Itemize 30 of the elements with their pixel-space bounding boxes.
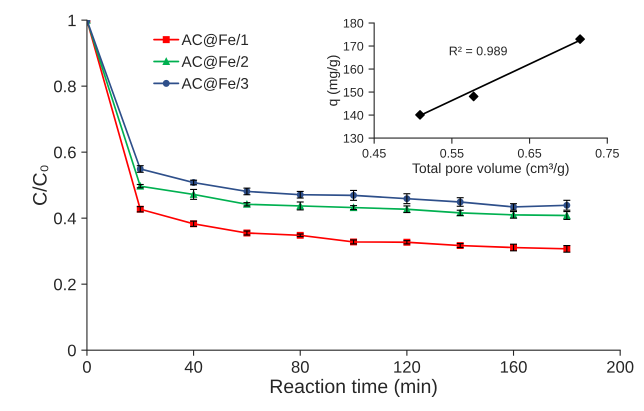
x-tick-label: 80 [292,361,309,373]
x-tick-label: 0.65 [518,148,542,158]
y-tick-label: 1 [68,14,76,26]
y-axis-title: q (mg/g) [327,56,340,106]
annotation: R² = 0.989 [450,46,507,56]
legend-label: AC@Fe/1 [182,34,248,48]
x-tick-label: 0 [82,361,91,373]
x-axis-title: Reaction time (min) [270,378,437,398]
legend-label: AC@Fe/2 [182,56,248,69]
y-tick-label: 0 [68,344,76,356]
x-tick-label: 200 [607,361,634,373]
legend-label: AC@Fe/3 [182,78,248,91]
y-tick-label: 170 [344,42,364,51]
y-tick-label: 140 [344,110,364,120]
y-tick-label: 160 [344,64,364,74]
x-tick-label: 0.55 [440,148,464,158]
x-tick-label: 40 [184,361,202,373]
x-tick-label: 160 [500,361,527,373]
x-tick-label: 0.75 [596,148,619,158]
y-tick-label: 150 [344,88,364,97]
y-tick-label: 0.8 [54,80,76,92]
x-tick-label: 0.45 [362,148,386,158]
y-axis-title: C/C₀ [32,165,48,205]
x-axis-title: Total pore volume (cm³/g) [412,162,569,176]
x-tick-label: 120 [394,361,420,373]
y-tick-label: 0.2 [54,278,76,290]
y-tick-label: 130 [344,134,364,143]
y-tick-label: 0.4 [54,212,76,224]
y-tick-label: 0.6 [54,146,76,158]
y-tick-label: 180 [344,18,364,28]
